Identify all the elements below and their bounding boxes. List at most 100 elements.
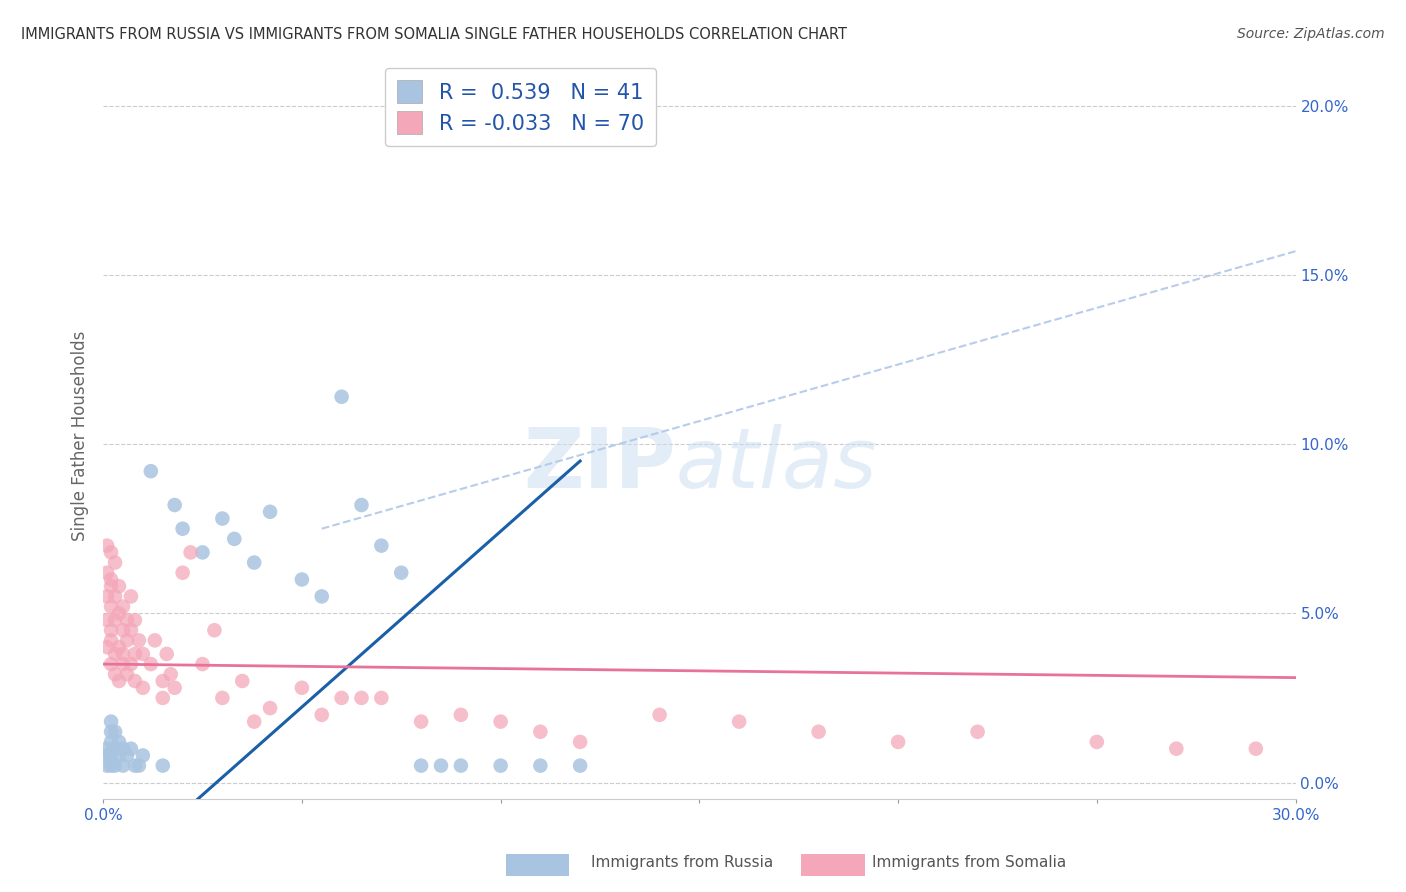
Point xyxy=(311,590,333,604)
Text: ZIP: ZIP xyxy=(523,425,675,505)
Text: Source: ZipAtlas.com: Source: ZipAtlas.com xyxy=(1237,27,1385,41)
Point xyxy=(120,741,142,756)
Point xyxy=(104,724,127,739)
Point xyxy=(100,545,122,559)
Point xyxy=(728,714,751,729)
Y-axis label: Single Father Households: Single Father Households xyxy=(72,330,89,541)
Point xyxy=(100,573,122,587)
Point xyxy=(370,690,392,705)
Legend: R =  0.539   N = 41, R = -0.033   N = 70: R = 0.539 N = 41, R = -0.033 N = 70 xyxy=(385,68,657,146)
Point xyxy=(111,657,134,671)
Point xyxy=(350,498,373,512)
Point xyxy=(96,741,118,756)
Point xyxy=(224,532,246,546)
Point xyxy=(111,599,134,614)
Point xyxy=(489,714,512,729)
Point xyxy=(104,556,127,570)
Point xyxy=(128,633,150,648)
Point xyxy=(489,758,512,772)
Point xyxy=(330,390,353,404)
Point xyxy=(104,758,127,772)
Point xyxy=(648,707,671,722)
Point xyxy=(330,690,353,705)
Point xyxy=(180,545,202,559)
Point xyxy=(191,657,214,671)
Point xyxy=(120,590,142,604)
Point xyxy=(139,657,162,671)
Point xyxy=(108,579,131,593)
Point xyxy=(124,758,146,772)
Point xyxy=(191,545,214,559)
Point xyxy=(108,673,131,688)
Point xyxy=(104,590,127,604)
Point xyxy=(156,647,179,661)
Point xyxy=(430,758,453,772)
Point xyxy=(204,624,226,638)
Point xyxy=(100,758,122,772)
Point xyxy=(291,681,314,695)
Point xyxy=(120,657,142,671)
Point xyxy=(108,640,131,655)
Text: Immigrants from Russia: Immigrants from Russia xyxy=(591,855,773,870)
Point xyxy=(311,707,333,722)
Point xyxy=(132,681,155,695)
Point xyxy=(96,758,118,772)
Point xyxy=(389,566,412,580)
Text: Immigrants from Somalia: Immigrants from Somalia xyxy=(872,855,1066,870)
Point xyxy=(108,735,131,749)
Point xyxy=(569,735,592,749)
Point xyxy=(111,624,134,638)
Point xyxy=(96,640,118,655)
Point xyxy=(100,633,122,648)
Point xyxy=(115,667,138,681)
Point xyxy=(370,539,392,553)
Point xyxy=(211,690,233,705)
Point xyxy=(411,714,433,729)
Point xyxy=(529,758,551,772)
Point xyxy=(111,647,134,661)
Text: atlas: atlas xyxy=(675,425,877,505)
Point xyxy=(350,690,373,705)
Point xyxy=(128,758,150,772)
Point xyxy=(172,566,194,580)
Point xyxy=(115,633,138,648)
Point xyxy=(211,511,233,525)
Text: IMMIGRANTS FROM RUSSIA VS IMMIGRANTS FROM SOMALIA SINGLE FATHER HOUSEHOLDS CORRE: IMMIGRANTS FROM RUSSIA VS IMMIGRANTS FRO… xyxy=(21,27,846,42)
Point xyxy=(100,657,122,671)
Point xyxy=(450,707,472,722)
Point xyxy=(152,758,174,772)
Point xyxy=(159,667,181,681)
Bar xyxy=(506,854,569,876)
Point xyxy=(163,498,186,512)
Point xyxy=(104,613,127,627)
Point xyxy=(100,724,122,739)
Point xyxy=(966,724,988,739)
Point xyxy=(104,741,127,756)
Point xyxy=(124,613,146,627)
Point xyxy=(243,714,266,729)
Point xyxy=(569,758,592,772)
Point xyxy=(100,599,122,614)
Point xyxy=(132,647,155,661)
Point xyxy=(115,613,138,627)
Point xyxy=(96,748,118,763)
Point xyxy=(139,464,162,478)
Point xyxy=(108,748,131,763)
Point xyxy=(100,624,122,638)
Point xyxy=(100,714,122,729)
Point xyxy=(111,758,134,772)
Point xyxy=(172,522,194,536)
Point xyxy=(111,741,134,756)
Point xyxy=(115,748,138,763)
Point xyxy=(100,748,122,763)
Point xyxy=(163,681,186,695)
Point xyxy=(231,673,253,688)
Point xyxy=(1244,741,1267,756)
Point xyxy=(807,724,830,739)
Point xyxy=(96,590,118,604)
Point xyxy=(108,607,131,621)
Point xyxy=(259,505,281,519)
Point xyxy=(152,690,174,705)
Point xyxy=(143,633,166,648)
Point xyxy=(132,748,155,763)
